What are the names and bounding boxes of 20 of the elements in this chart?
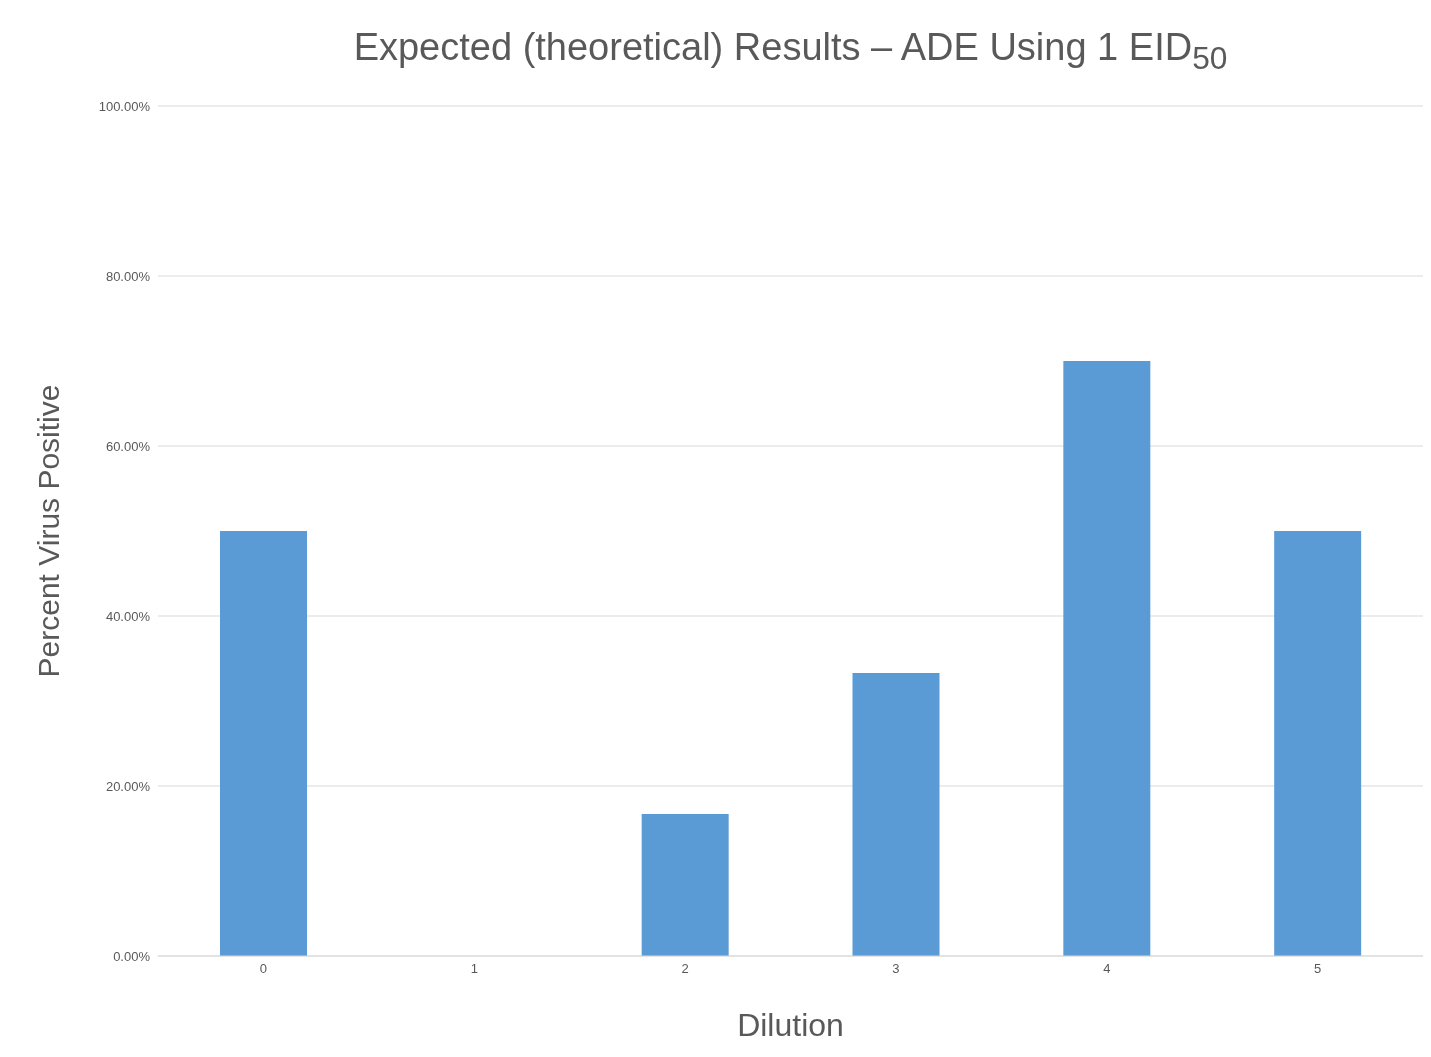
x-tick-label: 0 xyxy=(259,961,268,977)
bar xyxy=(1274,531,1362,956)
y-tick-label: 40.00% xyxy=(105,608,151,624)
y-axis-title: Percent Virus Positive xyxy=(31,384,65,678)
x-tick-label: 5 xyxy=(1313,961,1322,977)
x-tick-label: 3 xyxy=(892,961,900,977)
x-axis-title: Dilution xyxy=(737,1007,844,1043)
bar xyxy=(220,531,307,956)
y-tick-label: 0.00% xyxy=(113,948,151,964)
y-tick-label: 20.00% xyxy=(105,778,151,794)
x-tick-label: 4 xyxy=(1103,961,1111,977)
chart-title: Expected (theoretical) Results – ADE Using 1 EID$_{50}$ xyxy=(352,25,1229,78)
y-tick-label: 100.00% xyxy=(98,98,151,114)
y-tick-label: 60.00% xyxy=(105,438,151,454)
bar xyxy=(852,672,940,956)
bar xyxy=(641,814,729,956)
y-tick-label: 80.00% xyxy=(105,268,151,284)
bar xyxy=(1063,361,1151,956)
x-tick-label: 2 xyxy=(681,961,689,977)
x-tick-label: 1 xyxy=(470,961,478,977)
